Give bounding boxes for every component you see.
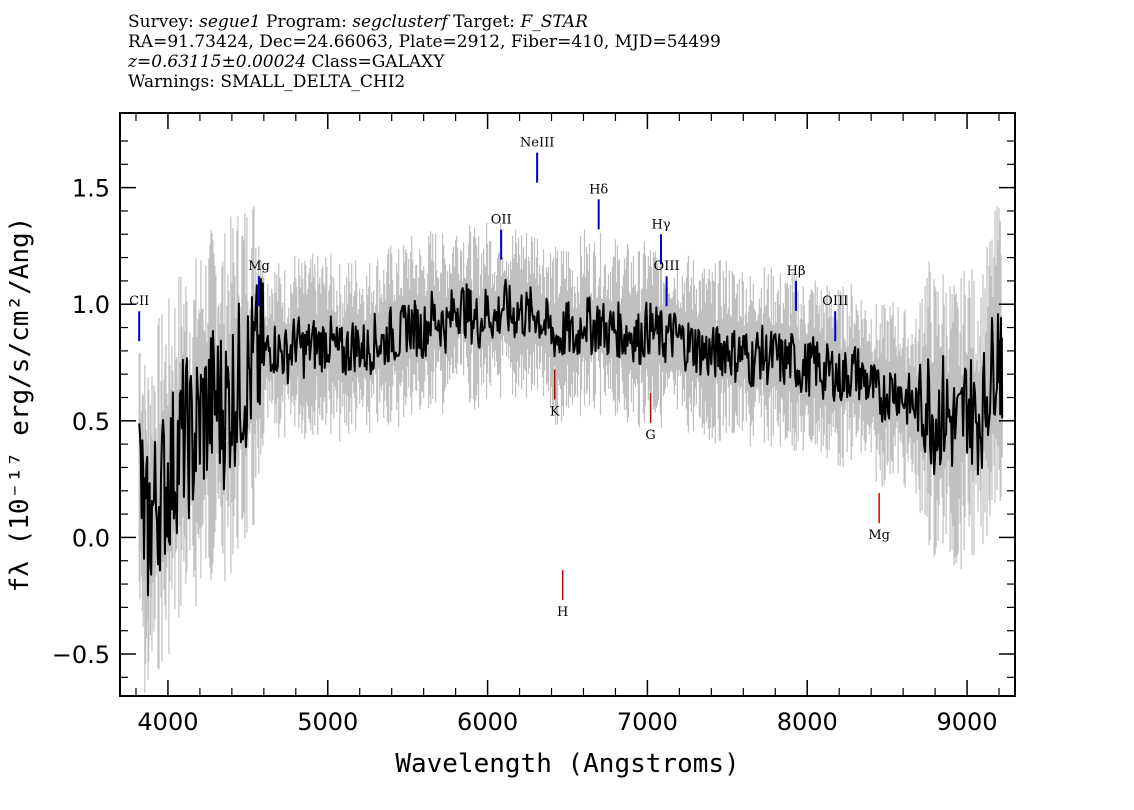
target-value: F_STAR (520, 12, 588, 32)
error-envelope (138, 206, 1003, 693)
x-tick-label: 9000 (937, 708, 998, 736)
marker-label: OIII (654, 259, 680, 274)
marker-label: Hδ (589, 182, 608, 197)
flux-series (138, 278, 1004, 597)
line-marker-oiii: OIII (654, 259, 680, 307)
line-marker-mg: Mg (248, 259, 270, 307)
y-tick-label: 0.5 (72, 408, 110, 436)
line-marker-hβ: Hβ (787, 264, 806, 311)
class-value: Class=GALAXY (306, 52, 445, 72)
marker-label: Hβ (787, 264, 806, 279)
flux-line (138, 278, 1004, 597)
marker-label: OIII (822, 294, 848, 309)
header-line-redshift: z=0.63115±0.00024 Class=GALAXY (128, 52, 721, 72)
axis-ticks: 4000 5000 6000 7000 8000 9000 −0.5 0.0 0.5 1.0 1.5 (52, 113, 1015, 736)
marker-label: Hγ (651, 217, 670, 232)
marker-label: K (550, 405, 560, 420)
spectrum-header: Survey: segue1 Program: segclusterf Targ… (128, 12, 721, 92)
program-label: Program: (260, 12, 353, 32)
line-marker-cii: CII (129, 294, 149, 342)
marker-label: Mg (248, 259, 270, 274)
marker-label: H (557, 605, 568, 620)
survey-label: Survey: (128, 12, 200, 32)
line-marker-hγ: Hγ (651, 217, 671, 265)
plot-frame (119, 112, 1016, 697)
line-marker-neiii: NeIII (520, 136, 554, 183)
line-marker-mg: Mg (868, 493, 890, 543)
x-tick-label: 4000 (137, 708, 198, 736)
marker-label: NeIII (520, 136, 554, 151)
survey-value: segue1 (199, 12, 261, 32)
x-tick-label: 5000 (297, 708, 358, 736)
y-tick-label: 1.0 (72, 291, 110, 319)
header-line-warnings: Warnings: SMALL_DELTA_CHI2 (128, 72, 406, 92)
line-marker-oiii: OIII (822, 294, 848, 342)
y-tick-label: −0.5 (52, 641, 110, 669)
marker-label: Mg (868, 528, 890, 543)
marker-label: OII (491, 213, 512, 228)
spectral-line-markers: CII Mg OII NeIII Hδ Hγ OIII Hβ OIII K G Mg H (129, 136, 890, 620)
line-marker-h: H (557, 570, 568, 620)
line-marker-g: G (645, 392, 656, 443)
program-value: segclusterf (352, 12, 448, 32)
error-band (138, 206, 1003, 693)
x-tick-label: 7000 (617, 708, 678, 736)
line-marker-k: K (550, 369, 560, 420)
x-axis-title: Wavelength (Angstroms) (395, 749, 739, 779)
marker-label: G (645, 428, 655, 443)
y-tick-label: 0.0 (72, 524, 110, 552)
y-axis-title: fλ (10⁻¹⁷ erg/s/cm²/Ang) (5, 217, 35, 593)
line-marker-oii: OII (491, 213, 512, 260)
marker-label: CII (129, 294, 149, 309)
header-line-coords: RA=91.73424, Dec=24.66063, Plate=2912, F… (128, 32, 721, 52)
x-tick-label: 6000 (457, 708, 518, 736)
header-line-survey: Survey: segue1 Program: segclusterf Targ… (128, 12, 721, 32)
line-marker-hδ: Hδ (589, 182, 608, 230)
x-tick-label: 8000 (777, 708, 838, 736)
y-tick-label: 1.5 (72, 175, 110, 203)
target-label: Target: (447, 12, 521, 32)
redshift-value: z=0.63115±0.00024 (128, 52, 307, 72)
